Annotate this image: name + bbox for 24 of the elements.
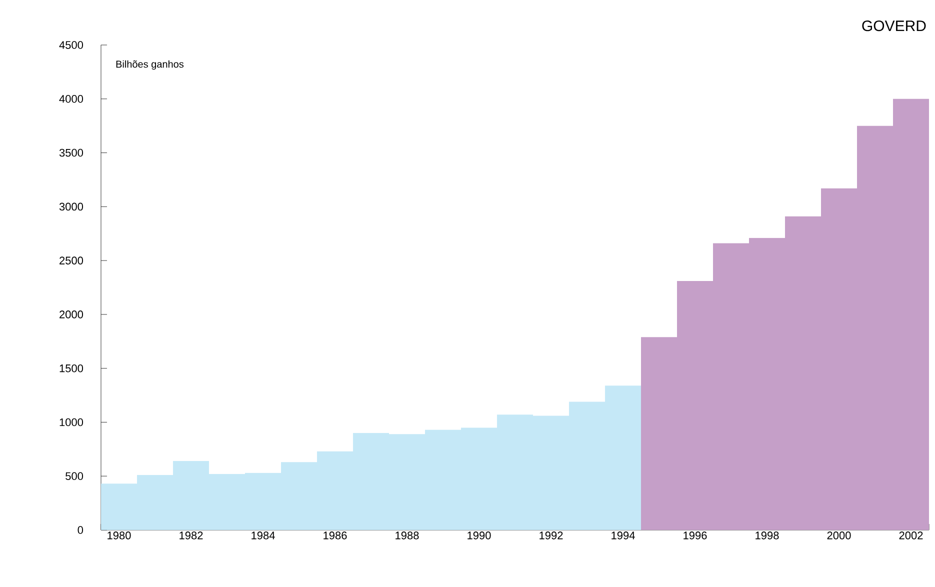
x-tick-label: 1992 bbox=[540, 532, 563, 540]
x-tick-label: 2000 bbox=[827, 532, 851, 540]
x-tick-label: 1996 bbox=[684, 532, 707, 540]
y-tick-label: 2000 bbox=[60, 310, 84, 318]
y-tick-label: 500 bbox=[66, 472, 84, 480]
chart-title: GOVERD bbox=[862, 20, 926, 32]
y-axis-title: Bilhões ganhos bbox=[116, 60, 184, 70]
y-tick-label: 2500 bbox=[60, 256, 84, 264]
x-tick-label: 1980 bbox=[108, 532, 131, 540]
y-tick-label: 4500 bbox=[59, 41, 84, 49]
x-tick-label: 1986 bbox=[324, 532, 347, 540]
y-tick-label: 1000 bbox=[60, 418, 84, 426]
x-tick-label: 1984 bbox=[252, 532, 275, 540]
y-tick-label: 3500 bbox=[59, 148, 84, 157]
x-tick-label: 2002 bbox=[899, 532, 923, 540]
y-tick-label: 1500 bbox=[60, 364, 84, 372]
x-tick-label: 1990 bbox=[468, 532, 491, 540]
y-tick-label: 0 bbox=[78, 526, 84, 534]
y-tick-label: 3000 bbox=[59, 202, 84, 211]
x-tick-label: 1998 bbox=[756, 532, 779, 540]
x-tick-label: 1988 bbox=[396, 532, 419, 540]
x-tick-label: 1994 bbox=[612, 532, 635, 540]
y-tick-label: 4000 bbox=[59, 95, 84, 103]
x-tick-label: 1982 bbox=[180, 532, 203, 540]
